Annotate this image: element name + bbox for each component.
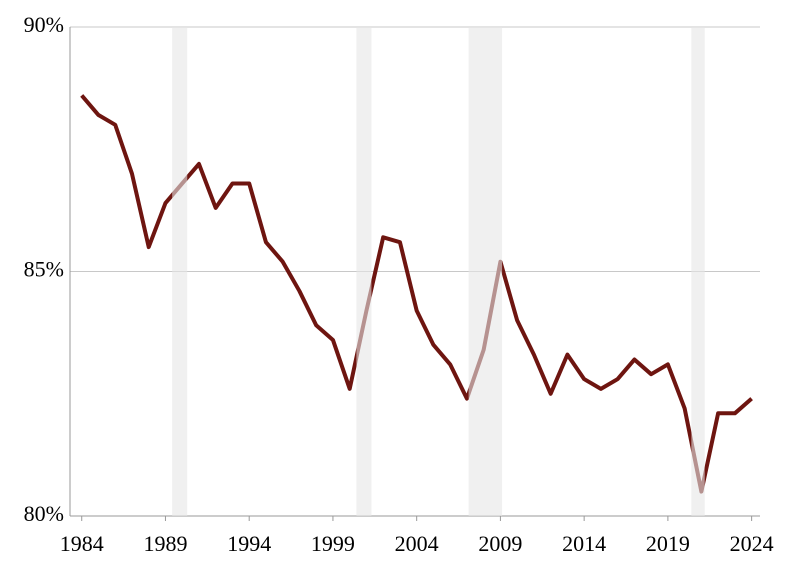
x-tick-label: 2009 bbox=[478, 531, 522, 556]
y-tick-label: 85% bbox=[24, 257, 64, 282]
x-tick-label: 2019 bbox=[646, 531, 690, 556]
y-tick-label: 80% bbox=[24, 501, 64, 526]
data-line bbox=[80, 94, 753, 494]
recession-band bbox=[468, 27, 503, 516]
y-tick-label: 90% bbox=[24, 12, 64, 37]
x-tick-label: 2014 bbox=[562, 531, 606, 556]
recession-band bbox=[356, 27, 372, 516]
x-tick-label: 1999 bbox=[311, 531, 355, 556]
x-tick-label: 1984 bbox=[60, 531, 104, 556]
x-tick-label: 2024 bbox=[730, 531, 774, 556]
x-tick-label: 1994 bbox=[227, 531, 271, 556]
recession-band bbox=[172, 27, 188, 516]
x-tick-label: 1989 bbox=[143, 531, 187, 556]
x-tick-label: 2004 bbox=[395, 531, 439, 556]
recession-band bbox=[691, 27, 705, 516]
